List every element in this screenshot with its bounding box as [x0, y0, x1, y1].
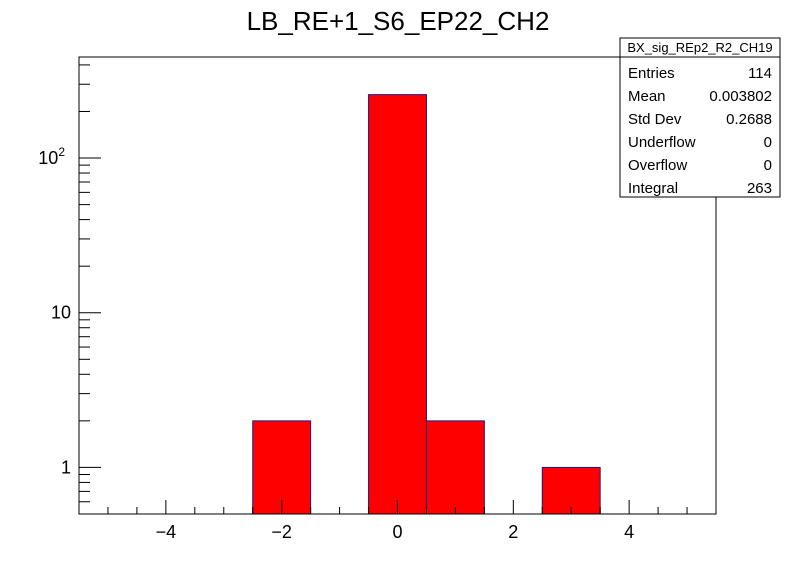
stats-value: 0.003802 [709, 88, 772, 105]
stats-box-frame [619, 37, 781, 198]
stats-label: Std Dev [628, 111, 682, 128]
y-axis: 1 10 102 [38, 64, 101, 515]
stats-value: 0 [764, 157, 772, 174]
histogram-bar-3 [541, 466, 601, 515]
x-axis: −4 −2 0 2 4 [107, 500, 688, 542]
stats-value: 0 [764, 134, 772, 151]
y-tick-label: 10 [51, 303, 71, 323]
chart-title: LB_RE+1_S6_EP22_CH2 [247, 6, 550, 36]
stats-label: Integral [628, 180, 678, 197]
x-tick-label: 4 [624, 522, 634, 542]
stats-rows: Entries 114 Mean 0.003802 Std Dev 0.2688 Under… [628, 65, 772, 197]
stats-label: Mean [628, 88, 666, 105]
y-tick-label: 102 [38, 145, 65, 168]
y-tick-label: 1 [61, 457, 71, 477]
stats-value: 263 [747, 180, 772, 197]
stats-box: BX_sig_REp2_R2_CH19 Entries 114 Mean 0.0038… [619, 37, 781, 198]
stats-value: 0.2688 [726, 111, 772, 128]
stats-box-title: BX_sig_REp2_R2_CH19 [627, 40, 772, 55]
x-tick-label: −4 [156, 522, 177, 542]
histogram-bar-0 [252, 420, 312, 515]
stats-value: 114 [748, 65, 772, 82]
y-tick-exponent: 2 [58, 145, 65, 159]
stats-label: Entries [628, 65, 675, 82]
x-tick-label: 0 [392, 522, 402, 542]
bars-group [252, 94, 601, 515]
stats-label: Underflow [628, 134, 696, 151]
x-tick-label: 2 [508, 522, 518, 542]
histogram-bar-1 [368, 94, 427, 515]
plot-frame [78, 56, 717, 515]
histogram-bar-2 [425, 420, 485, 515]
x-tick-label: −2 [271, 522, 292, 542]
stats-label: Overflow [628, 157, 687, 174]
